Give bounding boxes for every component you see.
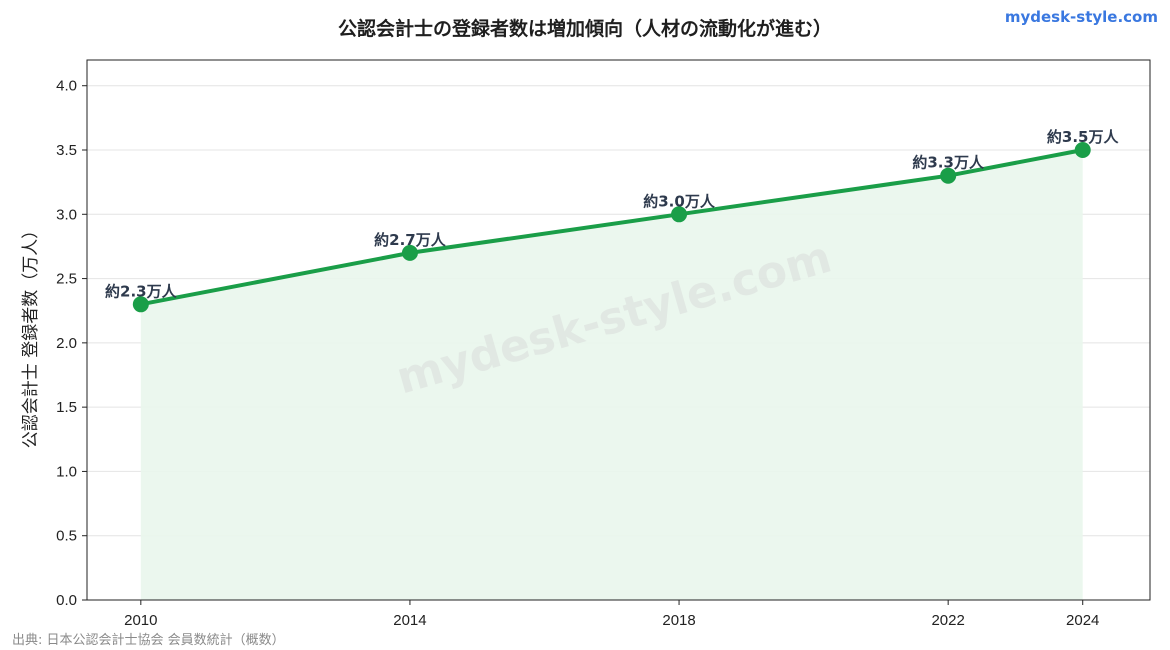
data-point xyxy=(1074,142,1091,158)
y-axis-ticks: 0.0 0.5 1.0 1.5 2.0 2.5 3.0 3.5 4.0 xyxy=(56,78,87,609)
y-tick-label: 2.5 xyxy=(56,271,77,288)
data-label: 約3.0万人 xyxy=(643,192,716,210)
source-note: 出典: 日本公認会計士協会 会員数統計（概数） xyxy=(12,633,285,648)
data-label: 約3.5万人 xyxy=(1047,128,1120,146)
plot-frame xyxy=(86,59,1151,601)
brand-link[interactable]: mydesk-style.com xyxy=(1004,8,1158,26)
x-axis-ticks: 2010 2014 2018 2022 2024 xyxy=(124,600,1099,629)
y-tick-label: 1.0 xyxy=(56,463,77,480)
y-tick-label: 3.5 xyxy=(56,142,77,159)
y-tick-label: 4.0 xyxy=(56,78,77,95)
x-tick-label: 2010 xyxy=(124,612,157,629)
data-labels: 約2.3万人 約2.7万人 約3.0万人 約3.3万人 約3.5万人 xyxy=(105,128,1119,300)
x-tick-label: 2018 xyxy=(662,612,695,629)
x-tick-label: 2014 xyxy=(393,612,426,629)
x-tick-label: 2024 xyxy=(1066,612,1099,629)
data-point xyxy=(671,206,688,223)
area-fill xyxy=(140,150,1083,600)
y-tick-label: 1.5 xyxy=(56,399,77,416)
data-point xyxy=(132,296,149,313)
y-tick-label: 3.0 xyxy=(56,206,77,223)
data-label: 約2.7万人 xyxy=(374,231,447,249)
y-axis-label: 公認会計士 登録者数（万人） xyxy=(21,222,41,448)
y-tick-label: 0.0 xyxy=(56,592,77,609)
data-point xyxy=(401,244,418,261)
x-tick-label: 2022 xyxy=(931,612,964,629)
data-label: 約3.3万人 xyxy=(912,154,985,172)
data-point xyxy=(940,167,957,184)
y-tick-label: 2.0 xyxy=(56,335,77,352)
y-tick-label: 0.5 xyxy=(56,528,77,545)
chart-title: 公認会計士の登録者数は増加傾向（人材の流動化が進む） xyxy=(337,18,832,40)
data-label: 約2.3万人 xyxy=(105,282,178,300)
data-points xyxy=(132,142,1091,313)
